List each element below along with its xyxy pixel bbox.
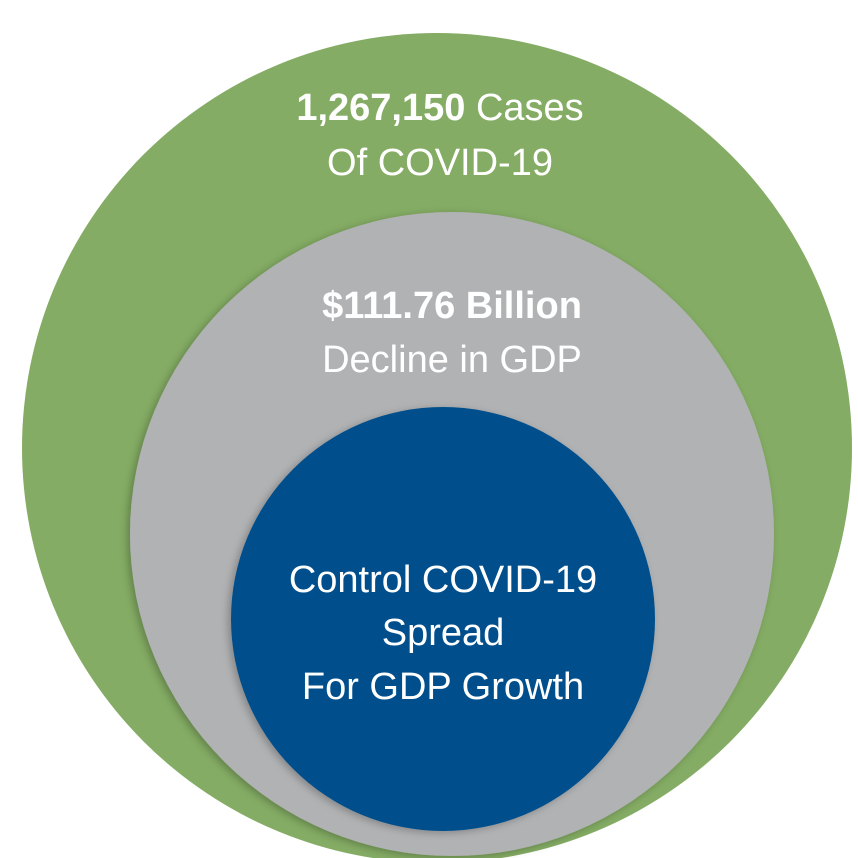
- inner-circle: [231, 407, 655, 831]
- inner-line: Spread: [382, 612, 505, 654]
- inner-line: For GDP Growth: [302, 666, 584, 708]
- outer-highlight: 1,267,150: [296, 87, 465, 129]
- outer-subtitle: Of COVID-19: [327, 142, 553, 184]
- outer-heading: 1,267,150 Cases: [296, 87, 583, 129]
- inner-line: Control COVID-19: [289, 559, 597, 601]
- middle-highlight: $111.76 Billion: [322, 285, 582, 327]
- middle-subtitle: Decline in GDP: [322, 339, 582, 381]
- outer-label: Cases: [476, 87, 584, 129]
